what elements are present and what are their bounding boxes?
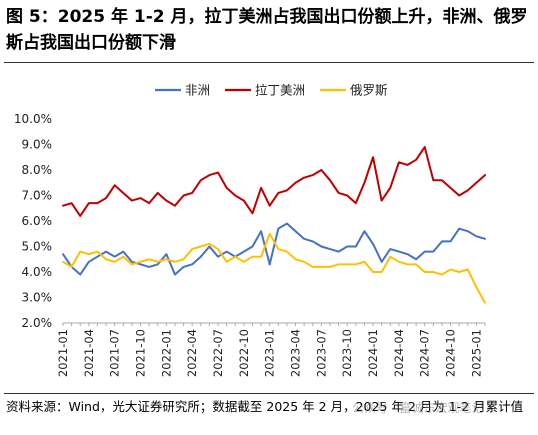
y-tick-label: 5.0% [22,240,53,254]
x-tick-label: 2024-07 [418,329,432,377]
line-chart: 非洲 拉丁美洲 俄罗斯 2.0% 3.0% 4.0% 5.0% 6.0% 7.0% 8.0% 9.… [14,83,486,377]
x-tick-label: 2022-10 [237,329,251,377]
watermark: 公众号 · 富诚东宏观笔记 [352,401,484,415]
y-tick-label: 10.0% [14,112,52,126]
x-tick-label: 2023-07 [314,329,328,377]
y-tick-label: 4.0% [22,265,53,279]
legend-label: 拉丁美洲 [255,83,305,98]
series-line-非洲 [62,222,486,276]
x-tick-label: 2024-04 [392,329,406,377]
y-tick-label: 2.0% [22,316,53,330]
legend-label: 俄罗斯 [350,83,388,98]
top-divider [4,62,534,63]
x-tick-label: 2023-10 [340,329,354,377]
series-line-俄罗斯 [62,232,486,304]
chart-title: 图 5：2025 年 1-2 月，拉丁美洲占我国出口份额上升，非洲、俄罗斯占我国… [6,7,528,53]
x-tick-label: 2023-04 [289,329,303,377]
y-tick-label: 8.0% [22,163,53,177]
x-tick-label: 2024-01 [366,329,380,377]
y-tick-label: 6.0% [22,214,53,228]
x-tick-label: 2022-01 [159,329,173,377]
bottom-divider [4,393,534,394]
y-axis: 2.0% 3.0% 4.0% 5.0% 6.0% 7.0% 8.0% 9.0% 10.0% [14,112,52,330]
series-line-拉丁美洲 [62,146,486,217]
x-axis: 2021-01 2021-04 2021-07 2021-10 2022-01 2022-… [56,322,486,377]
y-tick-label: 7.0% [22,189,53,203]
x-tick-label: 2021-04 [82,329,96,377]
source-note: 资料来源：Wind，光大证券研究所；数据截至 2025 年 2 月，2025 年… [6,399,524,414]
x-tick-label: 2022-07 [211,329,225,377]
x-tick-label: 2021-10 [134,329,148,377]
x-tick-label: 2021-01 [56,329,70,377]
x-tick-label: 2023-01 [263,329,277,377]
plot-area [62,146,486,304]
chart-legend: 非洲 拉丁美洲 俄罗斯 [155,83,388,98]
y-tick-label: 9.0% [22,138,53,152]
x-tick-label: 2022-04 [185,329,199,377]
x-tick-label: 2024-10 [444,329,458,377]
y-tick-label: 3.0% [22,291,53,305]
x-tick-label: 2021-07 [108,329,122,377]
legend-label: 非洲 [185,83,210,98]
x-tick-label: 2025-01 [469,329,483,377]
